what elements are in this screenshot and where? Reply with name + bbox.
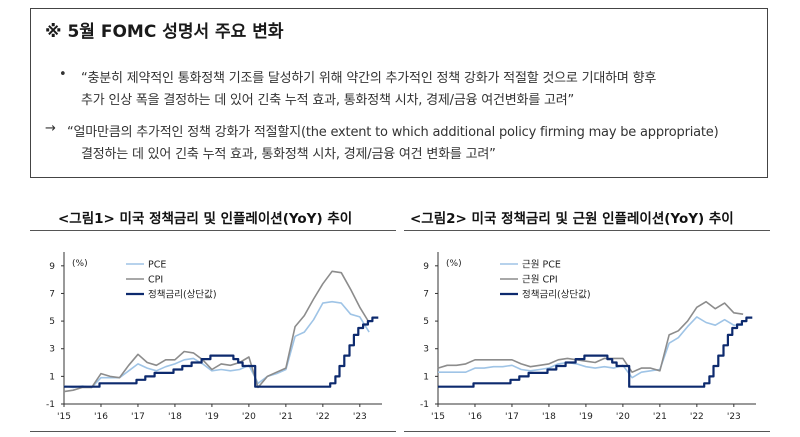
chart1-ytick-label: 9 xyxy=(423,262,429,272)
figure1-chart: -1 1 3 5 7 9 '15 '16 '17 '18 '19 '20 '21 '22 '23 (%) PCE… xyxy=(46,252,382,422)
chart0-xtick-label: '19 xyxy=(205,412,219,422)
figure2-title: <그림2> 미국 정책금리 및 근원 인플레이션(YoY) 추이 xyxy=(410,211,734,227)
chart1-series-line-2 xyxy=(438,316,753,388)
chart0-xtick-label: '17 xyxy=(131,412,145,422)
chart0-ytick-label: 9 xyxy=(49,262,55,272)
chart1-xtick-label: '19 xyxy=(579,412,593,422)
chart0-xtick-label: '18 xyxy=(168,412,182,422)
chart1-ytick-label: 3 xyxy=(423,345,429,355)
chart1-ytick-label: -1 xyxy=(420,400,429,410)
chart1-xtick-label: '22 xyxy=(690,412,704,422)
chart1-legend-label-1: 근원 CPI xyxy=(522,275,558,286)
chart0-legend-label-2: 정책금리(상단값) xyxy=(148,289,217,301)
chart1-xtick-label: '21 xyxy=(653,412,667,422)
memo-title: ※ 5월 FOMC 성명서 주요 변화 xyxy=(45,22,284,42)
old-statement-line-2: 추가 인상 폭을 결정하는 데 있어 긴축 누적 효과, 통화정책 시차, 경제… xyxy=(81,93,575,108)
chart0-xtick-label: '21 xyxy=(279,412,293,422)
chart1-xtick-label: '17 xyxy=(505,412,519,422)
chart0-xtick-label: '23 xyxy=(353,412,367,422)
old-statement-line-1: “충분히 제약적인 통화정책 기조를 달성하기 위해 약간의 추가적인 정책 강… xyxy=(81,71,657,86)
chart1-xtick-label: '18 xyxy=(542,412,556,422)
chart1-xtick-label: '15 xyxy=(431,412,445,422)
chart1-legend-label-0: 근원 PCE xyxy=(522,260,561,271)
figure2-chart: -1 1 3 5 7 9 '15 '16 '17 '18 '19 '20 '21 '22 '23 (%) 근원 … xyxy=(420,252,756,422)
new-statement-line-2: 결정하는 데 있어 긴축 누적 효과, 통화정책 시차, 경제/금융 여건 변화… xyxy=(81,147,496,162)
chart0-ytick-label: 7 xyxy=(49,289,55,299)
chart1-xtick-label: '20 xyxy=(616,412,630,422)
figure2-bottom-rule xyxy=(404,431,770,432)
chart0-ytick-label: 1 xyxy=(49,372,55,382)
chart0-series-line-0 xyxy=(63,300,370,389)
chart0-ytick-label: 3 xyxy=(49,345,55,355)
chart1-xtick-label: '16 xyxy=(468,412,482,422)
chart0-xtick-label: '16 xyxy=(94,412,108,422)
chart1-xtick-label: '23 xyxy=(727,412,741,422)
chart0-xtick-label: '20 xyxy=(242,412,256,422)
chart0-series-line-2 xyxy=(64,316,379,388)
chart1-series-line-1 xyxy=(437,300,744,373)
figure1-title: <그림1> 미국 정책금리 및 인플레이션(YoY) 추이 xyxy=(58,211,353,227)
chart0-series-line-1 xyxy=(63,270,370,393)
arrow-marker: → xyxy=(45,121,56,136)
chart0-ytick-label: 5 xyxy=(49,317,55,327)
chart0-legend-label-1: CPI xyxy=(148,275,163,286)
chart1-ytick-label: 5 xyxy=(423,317,429,327)
chart0-xtick-label: '15 xyxy=(57,412,71,422)
figure1-bottom-rule xyxy=(30,431,396,432)
chart0-ytick-label: -1 xyxy=(46,400,55,410)
chart0-unit-label: (%) xyxy=(72,259,88,269)
chart1-series-line-0 xyxy=(438,316,744,379)
chart1-legend-label-2: 정책금리(상단값) xyxy=(522,289,591,301)
new-statement-line-1: “얼마만큼의 추가적인 정책 강화가 적절할지(the extent to wh… xyxy=(67,125,719,140)
chart0-legend-label-0: PCE xyxy=(148,260,166,271)
figure1-top-rule xyxy=(30,230,396,231)
chart0-xtick-label: '22 xyxy=(316,412,330,422)
chart1-ytick-label: 7 xyxy=(423,289,429,299)
figure2-top-rule xyxy=(404,230,770,231)
chart1-unit-label: (%) xyxy=(446,259,462,269)
fomc-statement-box: ※ 5월 FOMC 성명서 주요 변화 • “충분히 제약적인 통화정책 기조를… xyxy=(30,8,768,178)
chart1-ytick-label: 1 xyxy=(423,372,429,382)
bullet-marker: • xyxy=(59,67,67,82)
